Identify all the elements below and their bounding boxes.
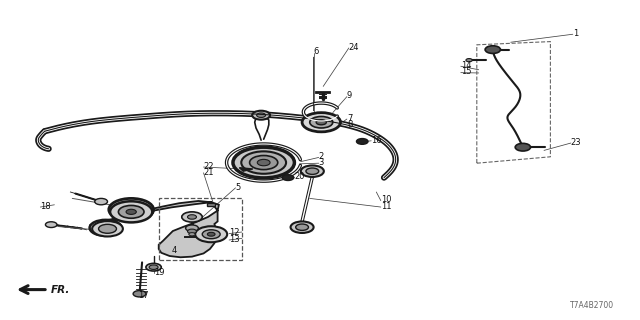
Circle shape (257, 159, 270, 166)
Circle shape (356, 139, 368, 144)
Circle shape (188, 229, 196, 234)
Text: FR.: FR. (51, 284, 70, 295)
Circle shape (195, 226, 227, 242)
Circle shape (96, 223, 115, 233)
Circle shape (252, 111, 270, 120)
Text: 11: 11 (381, 202, 391, 211)
Circle shape (95, 198, 108, 205)
Circle shape (149, 265, 158, 269)
Text: 9: 9 (347, 92, 352, 100)
Circle shape (125, 206, 138, 213)
Text: 4: 4 (172, 246, 177, 255)
Text: T7A4B2700: T7A4B2700 (570, 301, 614, 310)
Text: 16: 16 (371, 136, 382, 145)
Text: 24: 24 (349, 43, 359, 52)
Circle shape (90, 220, 122, 236)
Circle shape (282, 175, 294, 180)
Text: 19: 19 (154, 268, 164, 277)
Circle shape (316, 120, 326, 125)
Circle shape (466, 59, 472, 62)
Circle shape (302, 113, 340, 132)
Circle shape (485, 46, 500, 53)
Text: 22: 22 (204, 162, 214, 171)
Text: 3: 3 (319, 158, 324, 167)
Circle shape (92, 221, 123, 236)
Text: 1: 1 (573, 29, 578, 38)
Text: 8: 8 (347, 120, 352, 129)
Circle shape (207, 232, 215, 236)
Circle shape (126, 209, 136, 214)
Circle shape (99, 224, 116, 233)
Text: 10: 10 (381, 196, 391, 204)
Bar (159, 198, 242, 260)
Text: 14: 14 (461, 61, 471, 70)
Text: 13: 13 (229, 235, 240, 244)
Bar (207, 203, 215, 206)
Circle shape (186, 225, 198, 231)
Text: 2: 2 (319, 152, 324, 161)
Text: 15: 15 (461, 68, 471, 76)
Text: 5: 5 (236, 183, 241, 192)
Circle shape (296, 224, 308, 230)
Text: 23: 23 (571, 138, 582, 147)
Circle shape (188, 215, 196, 219)
Text: 7: 7 (347, 114, 352, 123)
Polygon shape (90, 201, 219, 257)
Circle shape (45, 222, 57, 228)
Circle shape (110, 201, 152, 222)
Circle shape (102, 226, 109, 230)
Text: 21: 21 (204, 168, 214, 177)
Circle shape (291, 221, 314, 233)
Circle shape (306, 168, 319, 174)
Circle shape (257, 113, 266, 117)
Circle shape (133, 291, 146, 297)
Circle shape (241, 151, 286, 174)
Text: 6: 6 (314, 47, 319, 56)
Circle shape (202, 230, 220, 239)
Circle shape (515, 143, 531, 151)
Polygon shape (239, 168, 253, 171)
Text: 20: 20 (294, 172, 305, 181)
Circle shape (250, 156, 278, 170)
Circle shape (301, 165, 324, 177)
Circle shape (117, 203, 145, 217)
Circle shape (109, 198, 154, 221)
Text: 12: 12 (229, 228, 239, 237)
Circle shape (146, 263, 161, 271)
Circle shape (233, 147, 294, 178)
Circle shape (118, 205, 144, 218)
Text: 18: 18 (40, 202, 51, 211)
Text: 17: 17 (138, 292, 148, 300)
Circle shape (182, 212, 202, 222)
Circle shape (310, 116, 333, 128)
Circle shape (189, 233, 195, 236)
